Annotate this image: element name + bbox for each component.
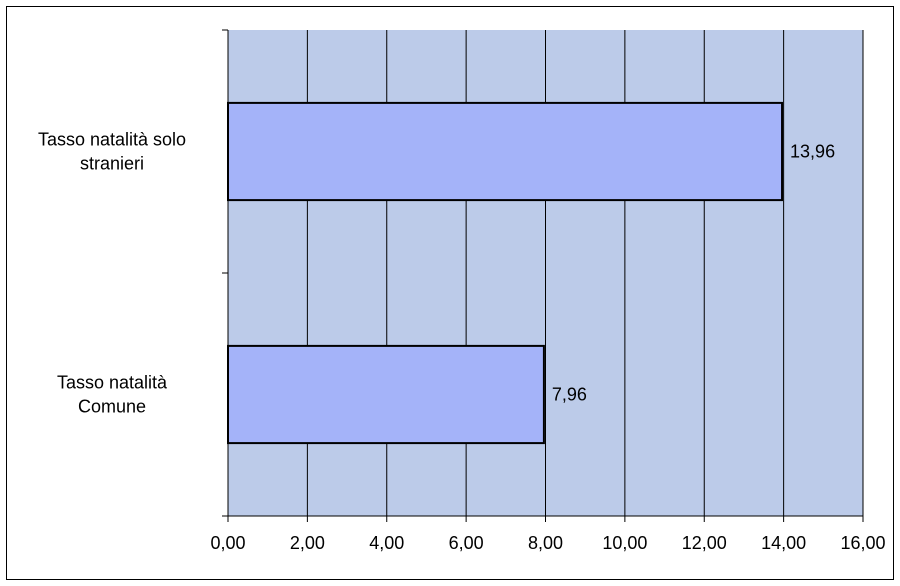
bar: [227, 344, 545, 445]
category-label: Tasso natalità: [57, 373, 168, 393]
bar-chart: 13,96 Tasso natalità solo stranieri 7,96 Tas…: [38, 29, 886, 554]
x-tick-label: 14,00: [761, 533, 806, 553]
bars: [227, 101, 784, 445]
x-tick-label: 2,00: [290, 533, 325, 553]
x-tick-label: 8,00: [528, 533, 563, 553]
chart-frame: 13,96 Tasso natalità solo stranieri 7,96 Tas…: [6, 6, 894, 580]
x-tick-label: 16,00: [840, 533, 885, 553]
data-label: 13,96: [790, 142, 835, 162]
x-tick-label: 12,00: [682, 533, 727, 553]
category-label: Tasso natalità solo: [38, 130, 186, 150]
bar: [227, 101, 784, 202]
x-tick-label: 10,00: [602, 533, 647, 553]
category-label: Comune: [78, 397, 146, 417]
x-tick-label: 6,00: [449, 533, 484, 553]
axes: [222, 29, 864, 522]
x-tick-label: 4,00: [369, 533, 404, 553]
x-tick-label: 0,00: [210, 533, 245, 553]
labels: 13,96 Tasso natalità solo stranieri 7,96 Tas…: [38, 130, 886, 554]
data-label: 7,96: [552, 385, 587, 405]
category-label: stranieri: [80, 154, 144, 174]
